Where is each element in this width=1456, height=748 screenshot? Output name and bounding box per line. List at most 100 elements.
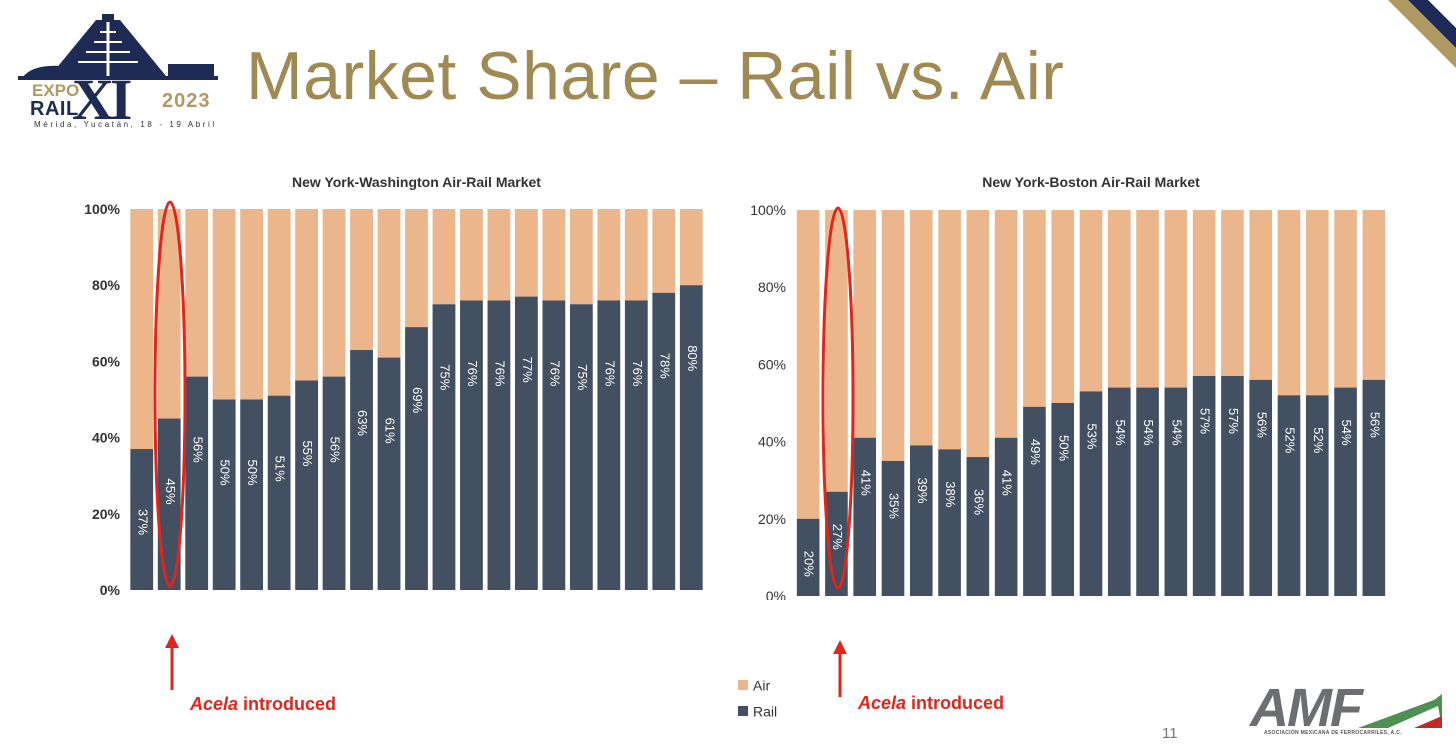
logo-year: 2023	[162, 90, 211, 112]
data-label-FY19: 54%	[1339, 420, 1354, 446]
data-label-FY12: 54%	[1141, 420, 1156, 446]
data-label-FY14: 57%	[1198, 408, 1213, 434]
bar-rail-FY20	[679, 285, 703, 590]
y-tick-label: 80%	[758, 279, 786, 295]
bar-rail-FY08	[350, 349, 373, 590]
bar-air-FY13	[487, 209, 511, 301]
logo-expo-text: EXPO	[32, 81, 80, 100]
bar-air-FY01	[157, 209, 181, 419]
bar-rail-FY10	[405, 327, 428, 590]
annotation-italic: Acela	[858, 693, 907, 713]
chart-title: New York-Washington Air-Rail Market	[292, 174, 541, 190]
data-label-FY11: 54%	[1113, 420, 1128, 446]
amf-logo-text: AMF	[1248, 680, 1365, 738]
bar-air-FY09	[1051, 210, 1075, 403]
amf-logo: AMF ASOCIACIÓN MEXICANA DE FERROCARRILES…	[1238, 680, 1450, 742]
annotation-text: introduced	[238, 694, 337, 714]
bar-air-FY02	[853, 210, 877, 438]
bar-rail-FY16	[1249, 379, 1273, 596]
bar-air-FY04	[240, 209, 264, 400]
bar-rail-FY04	[240, 399, 264, 590]
bar-rail-FY14	[515, 296, 538, 590]
chart-legend: Air Rail	[738, 676, 798, 726]
bar-rail-FY06	[295, 380, 318, 590]
y-tick-label: 100%	[750, 202, 786, 218]
y-tick-label: 80%	[92, 277, 121, 293]
bar-rail-FY11	[1107, 387, 1131, 596]
data-label-FY13: 54%	[1169, 420, 1184, 446]
bar-rail-FY15	[1221, 375, 1244, 596]
bar-rail-FY19	[652, 292, 676, 590]
bar-rail-FY16	[569, 304, 593, 590]
data-label-FY04: 50%	[245, 460, 260, 486]
bar-air-FY12	[460, 209, 483, 301]
data-label-FY05: 51%	[273, 456, 288, 482]
bar-air-FY11	[1107, 210, 1131, 388]
y-tick-label: 20%	[758, 511, 786, 527]
data-label-FY17: 52%	[1283, 427, 1298, 453]
legend-label-air: Air	[753, 677, 771, 694]
data-label-FY01: 45%	[163, 479, 178, 505]
bar-air-FY19	[652, 209, 676, 293]
bar-air-FY14	[1192, 210, 1216, 376]
data-label-FY20: 80%	[685, 345, 700, 371]
y-tick-label: 100%	[84, 201, 120, 217]
amf-logo-subtitle: ASOCIACIÓN MEXICANA DE FERROCARRILES, A.…	[1264, 730, 1402, 736]
bar-air-FY02	[185, 209, 209, 377]
data-label-FY07: 41%	[1000, 470, 1015, 496]
page-number: 11	[1162, 725, 1178, 742]
bar-air-FY06	[295, 209, 318, 381]
bar-rail-FY04	[909, 445, 933, 596]
bar-air-FY17	[1277, 210, 1301, 396]
bar-air-FY19	[1334, 210, 1357, 388]
data-label-FY13: 76%	[492, 360, 507, 386]
arrow-head-nyb	[833, 640, 847, 654]
bar-rail-FY12	[460, 300, 483, 590]
data-label-FY06: 55%	[300, 440, 315, 466]
data-label-FY16: 75%	[575, 364, 590, 390]
data-label-FY09: 50%	[1056, 435, 1071, 461]
bar-rail-FY09	[377, 357, 401, 590]
legend-swatch-rail	[738, 706, 748, 717]
data-label-FY19: 78%	[657, 353, 672, 379]
data-label-FY16: 56%	[1254, 412, 1269, 438]
data-label-FY18: 76%	[630, 360, 645, 386]
bar-rail-FY03	[881, 460, 905, 596]
bar-air-FY04	[909, 210, 933, 446]
data-label-FY07: 56%	[328, 437, 343, 463]
legend-swatch-air	[738, 680, 748, 691]
data-label-FY17: 76%	[602, 360, 617, 386]
bar-rail-FY13	[487, 300, 511, 590]
bar-rail-FY06	[966, 457, 990, 596]
bar-rail-FY15	[542, 300, 566, 590]
bar-air-FY05	[938, 210, 961, 450]
data-label-FY00: 20%	[802, 551, 817, 577]
bar-air-FY08	[1023, 210, 1046, 407]
data-label-FY05: 38%	[943, 481, 958, 507]
corner-stripes-decoration	[1388, 0, 1456, 68]
pyramid-icon	[18, 14, 218, 80]
data-label-FY15: 76%	[547, 360, 562, 386]
slide-title: Market Share – Rail vs. Air	[246, 38, 1065, 114]
annotation-text: introduced	[906, 693, 1005, 713]
bar-air-FY08	[350, 209, 373, 350]
bar-rail-FY07	[322, 376, 346, 590]
data-label-FY08: 63%	[355, 410, 370, 436]
bar-air-FY11	[432, 209, 456, 305]
data-label-FY01: 27%	[830, 524, 845, 550]
data-label-FY15: 57%	[1226, 408, 1241, 434]
data-label-FY04: 39%	[915, 477, 930, 503]
y-tick-label: 60%	[758, 356, 786, 372]
bar-air-FY16	[569, 209, 593, 305]
legend-label-rail: Rail	[753, 703, 778, 720]
arrow-head-nyw	[165, 634, 179, 648]
data-label-FY03: 35%	[887, 493, 902, 519]
y-tick-label: 0%	[100, 582, 121, 598]
data-label-FY14: 77%	[520, 357, 535, 383]
data-label-FY12: 76%	[465, 360, 480, 386]
logo-location: Mérida, Yucatán, 18 - 19 Abril	[34, 120, 217, 129]
data-label-FY03: 50%	[218, 460, 233, 486]
bar-air-FY15	[1221, 210, 1244, 376]
chart-ny-washington: New York-Washington Air-Rail Market 0% 20%…	[84, 174, 703, 598]
